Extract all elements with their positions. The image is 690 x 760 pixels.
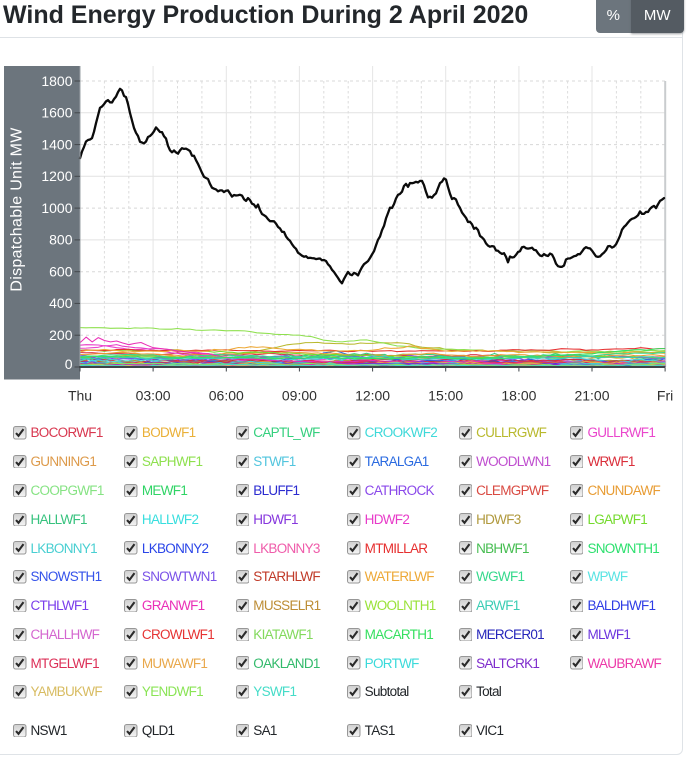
svg-text:1400: 1400 [41,136,72,152]
svg-text:Fri: Fri [657,388,673,404]
svg-text:21:00: 21:00 [574,388,609,404]
svg-text:1000: 1000 [41,200,72,216]
svg-text:1800: 1800 [41,73,72,89]
svg-text:200: 200 [49,327,73,343]
svg-text:06:00: 06:00 [209,388,244,404]
svg-text:03:00: 03:00 [136,388,171,404]
svg-text:09:00: 09:00 [282,388,317,404]
svg-text:18:00: 18:00 [501,388,536,404]
svg-text:600: 600 [49,264,73,280]
svg-text:1200: 1200 [41,168,72,184]
svg-text:800: 800 [49,232,73,248]
svg-text:12:00: 12:00 [355,388,390,404]
svg-text:1600: 1600 [41,105,72,121]
svg-text:Dispatchable Unit MW: Dispatchable Unit MW [9,127,26,292]
svg-text:Thu: Thu [68,388,92,404]
svg-text:15:00: 15:00 [428,388,463,404]
svg-text:400: 400 [49,295,73,311]
svg-text:0: 0 [65,356,73,372]
